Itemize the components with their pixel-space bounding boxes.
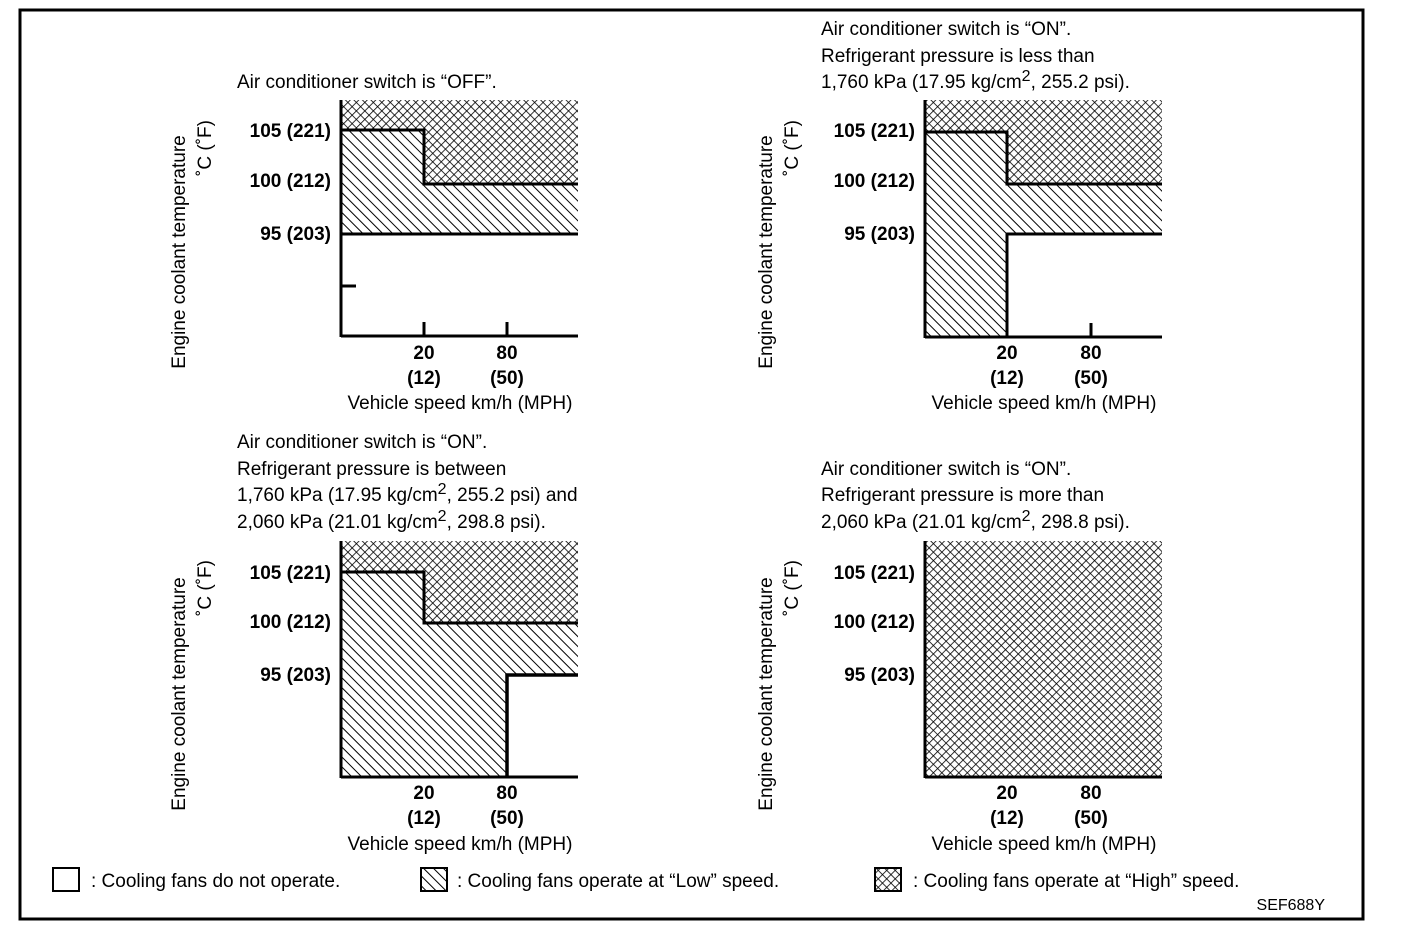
legend-label-off: : Cooling fans do not operate. xyxy=(91,871,340,892)
x-axis-label: Vehicle speed km/h (MPH) xyxy=(348,834,573,855)
x-axis-label: Vehicle speed km/h (MPH) xyxy=(932,393,1157,414)
x-tick-label: 80 xyxy=(496,343,517,364)
panel-caption-line: Refrigerant pressure is between xyxy=(237,459,506,480)
panel-caption-line: Air conditioner switch is “ON”. xyxy=(821,459,1071,480)
x-tick-label: (12) xyxy=(407,368,441,389)
x-tick-label: (50) xyxy=(1074,368,1108,389)
y-axis-unit: ˚C (˚F) xyxy=(195,120,216,176)
high-speed-region xyxy=(925,541,1162,777)
x-tick-label: 20 xyxy=(413,343,434,364)
legend-swatch-low xyxy=(420,867,448,892)
x-tick-label: (12) xyxy=(990,808,1024,829)
x-tick-label: 80 xyxy=(496,783,517,804)
y-tick-label: 100 (212) xyxy=(834,612,915,633)
y-tick-label: 100 (212) xyxy=(250,171,331,192)
figure-id: SEF688Y xyxy=(1257,897,1326,914)
y-axis-unit: ˚C (˚F) xyxy=(782,560,803,616)
legend: : Cooling fans do not operate. : Cooling… xyxy=(52,867,1239,892)
x-tick-label: 80 xyxy=(1080,343,1101,364)
y-tick-label: 105 (221) xyxy=(250,121,331,142)
legend-label-high: : Cooling fans operate at “High” speed. xyxy=(913,871,1239,892)
panel-caption-line: Refrigerant pressure is less than xyxy=(821,46,1095,67)
panel-caption-line: Air conditioner switch is “ON”. xyxy=(821,19,1071,40)
low-speed-region xyxy=(341,130,578,234)
x-tick-label: (50) xyxy=(490,808,524,829)
panel-caption-line: 1,760 kPa (17.95 kg/cm2, 255.2 psi). xyxy=(821,68,1130,93)
x-tick-label: 20 xyxy=(996,343,1017,364)
x-tick-label: 20 xyxy=(413,783,434,804)
boundary-line xyxy=(1005,232,1162,337)
panel-caption-line: 2,060 kPa (21.01 kg/cm2, 298.8 psi). xyxy=(237,508,546,533)
panel-ac-on-high-pressure: Air conditioner switch is “ON”. Refriger… xyxy=(756,459,1162,855)
panel-caption-line: 2,060 kPa (21.01 kg/cm2, 298.8 psi). xyxy=(821,508,1130,533)
x-tick-label: (12) xyxy=(990,368,1024,389)
y-tick-label: 100 (212) xyxy=(250,612,331,633)
panel-caption-line: 1,760 kPa (17.95 kg/cm2, 255.2 psi) and xyxy=(237,481,578,506)
x-tick-label: 80 xyxy=(1080,783,1101,804)
panel-caption-line: Air conditioner switch is “ON”. xyxy=(237,432,487,453)
legend-swatch-off xyxy=(52,867,80,892)
panel-ac-on-mid-pressure: Air conditioner switch is “ON”. Refriger… xyxy=(169,432,578,855)
outer-frame xyxy=(18,8,1365,921)
legend-swatch-high xyxy=(874,867,902,892)
x-tick-label: (50) xyxy=(490,368,524,389)
x-tick-label: (50) xyxy=(1074,808,1108,829)
legend-label-low: : Cooling fans operate at “Low” speed. xyxy=(457,871,779,892)
x-tick-label: 20 xyxy=(996,783,1017,804)
y-axis-label: Engine coolant temperature xyxy=(756,577,777,810)
boundary-line xyxy=(341,570,578,625)
panel-ac-on-low-pressure: Air conditioner switch is “ON”. Refriger… xyxy=(756,19,1162,414)
y-tick-label: 95 (203) xyxy=(260,665,331,686)
y-tick-label: 105 (221) xyxy=(250,563,331,584)
y-tick-label: 95 (203) xyxy=(844,665,915,686)
panel-ac-off: Air conditioner switch is “OFF”. 105 (22… xyxy=(169,72,578,414)
x-axis-label: Vehicle speed km/h (MPH) xyxy=(348,393,573,414)
boundary-line xyxy=(925,130,1162,186)
boundary-line xyxy=(341,128,578,186)
panel-caption-line: Air conditioner switch is “OFF”. xyxy=(237,72,497,93)
x-tick-label: (12) xyxy=(407,808,441,829)
y-tick-label: 105 (221) xyxy=(834,121,915,142)
x-axis-label: Vehicle speed km/h (MPH) xyxy=(932,834,1157,855)
y-tick-label: 100 (212) xyxy=(834,171,915,192)
low-speed-region xyxy=(925,132,1162,337)
panel-caption-line: Refrigerant pressure is more than xyxy=(821,485,1104,506)
y-tick-label: 95 (203) xyxy=(260,224,331,245)
y-axis-label: Engine coolant temperature xyxy=(169,135,190,368)
y-tick-label: 95 (203) xyxy=(844,224,915,245)
y-axis-unit: ˚C (˚F) xyxy=(195,560,216,616)
y-tick-label: 105 (221) xyxy=(834,563,915,584)
y-axis-label: Engine coolant temperature xyxy=(169,577,190,810)
y-axis-unit: ˚C (˚F) xyxy=(782,120,803,176)
y-axis-label: Engine coolant temperature xyxy=(756,135,777,368)
boundary-line xyxy=(505,673,578,777)
